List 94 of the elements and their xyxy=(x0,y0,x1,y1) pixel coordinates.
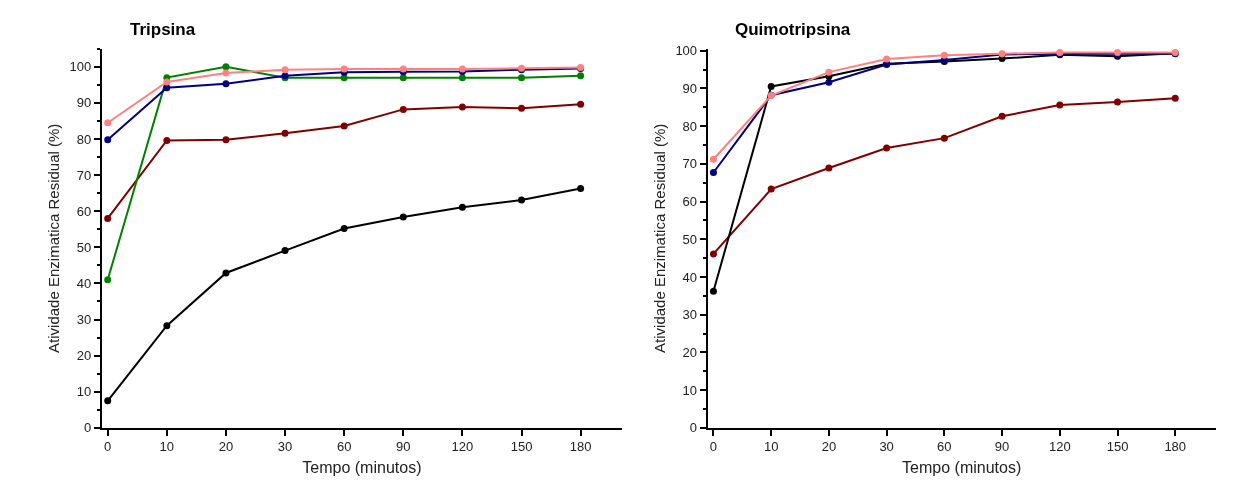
point xyxy=(998,112,1006,120)
point xyxy=(163,78,171,86)
y-tick-label: 0 xyxy=(83,420,92,436)
y-tick-label: 20 xyxy=(682,344,698,360)
point xyxy=(940,134,948,142)
y-axis-title: Atividade Enzimatica Residual (%) xyxy=(45,123,63,353)
x-tick-label: 120 xyxy=(1048,439,1071,455)
point xyxy=(222,269,230,277)
point xyxy=(709,168,717,176)
y-axis-title: Atividade Enzimatica Residual (%) xyxy=(651,123,669,353)
x-tick-label: 90 xyxy=(994,439,1010,455)
y-tick-label: 100 xyxy=(69,59,92,75)
point xyxy=(281,66,289,74)
point xyxy=(104,276,112,284)
point xyxy=(1056,101,1064,109)
x-tick-label: 90 xyxy=(396,439,411,455)
point xyxy=(458,203,466,211)
point xyxy=(458,74,466,82)
point xyxy=(163,322,171,330)
point xyxy=(1171,94,1179,102)
point xyxy=(825,78,833,86)
point xyxy=(104,136,112,144)
point xyxy=(163,84,171,92)
x-tick-label: 10 xyxy=(159,439,175,455)
point xyxy=(222,80,230,88)
x-tick-label: 10 xyxy=(763,439,779,455)
point xyxy=(281,247,289,255)
y-tick-label: 40 xyxy=(682,269,698,285)
point xyxy=(222,69,230,77)
y-tick-label: 90 xyxy=(76,95,92,111)
y-tick-label: 50 xyxy=(76,239,92,255)
point xyxy=(458,103,466,111)
point xyxy=(399,74,407,82)
x-tick-label: 0 xyxy=(709,439,718,455)
y-tick-label: 90 xyxy=(682,80,698,96)
point xyxy=(825,164,833,172)
y-tick-label: 30 xyxy=(682,307,698,323)
y-tick-label: 60 xyxy=(682,194,698,210)
x-tick-label: 30 xyxy=(277,439,293,455)
point xyxy=(104,119,112,127)
x-tick-label: 150 xyxy=(510,439,533,455)
y-tick-label: 70 xyxy=(682,156,698,172)
x-tick-label: 60 xyxy=(336,439,352,455)
y-tick-label: 10 xyxy=(682,382,698,398)
point xyxy=(577,100,585,108)
point xyxy=(767,82,775,90)
point xyxy=(399,213,407,221)
y-tick-label: 30 xyxy=(76,312,92,328)
point xyxy=(222,63,230,71)
point xyxy=(518,196,526,204)
y-tick-label: 40 xyxy=(76,275,92,291)
point xyxy=(340,122,348,130)
x-tick-label: 0 xyxy=(104,439,112,455)
y-tick-label: 80 xyxy=(682,118,698,134)
chart-title: Tripsina xyxy=(130,20,196,39)
point xyxy=(709,250,717,258)
y-tick-label: 60 xyxy=(76,203,92,219)
x-axis-title: Tempo (minutos) xyxy=(902,458,1022,476)
x-tick-label: 120 xyxy=(451,439,474,455)
y-tick-label: 10 xyxy=(76,384,92,400)
point xyxy=(883,144,891,152)
y-tick-label: 80 xyxy=(76,131,92,147)
x-axis-title: Tempo (minutos) xyxy=(302,458,422,476)
point xyxy=(825,68,833,76)
x-tick-label: 180 xyxy=(1164,439,1187,455)
y-tick-label: 0 xyxy=(689,420,698,436)
x-tick-label: 180 xyxy=(569,439,592,455)
y-tick-label: 70 xyxy=(76,167,92,183)
point xyxy=(104,397,112,405)
point xyxy=(709,287,717,295)
point xyxy=(767,185,775,193)
x-tick-label: 20 xyxy=(218,439,234,455)
y-tick-label: 20 xyxy=(76,348,92,364)
x-tick-label: 60 xyxy=(937,439,952,455)
point xyxy=(518,74,526,82)
y-tick-label: 50 xyxy=(682,231,698,247)
point xyxy=(940,51,948,59)
point xyxy=(577,72,585,80)
point xyxy=(577,184,585,192)
x-tick-label: 30 xyxy=(879,439,894,455)
point xyxy=(883,55,891,63)
point xyxy=(709,155,717,163)
point xyxy=(222,136,230,144)
point xyxy=(518,104,526,112)
point xyxy=(163,136,171,144)
x-tick-label: 20 xyxy=(821,439,837,455)
chart-title: Quimotripsina xyxy=(735,20,851,39)
point xyxy=(399,105,407,113)
point xyxy=(1114,98,1122,106)
point xyxy=(104,214,112,222)
point xyxy=(281,129,289,137)
point xyxy=(340,225,348,233)
x-tick-label: 150 xyxy=(1106,439,1129,455)
y-tick-label: 100 xyxy=(675,43,698,59)
